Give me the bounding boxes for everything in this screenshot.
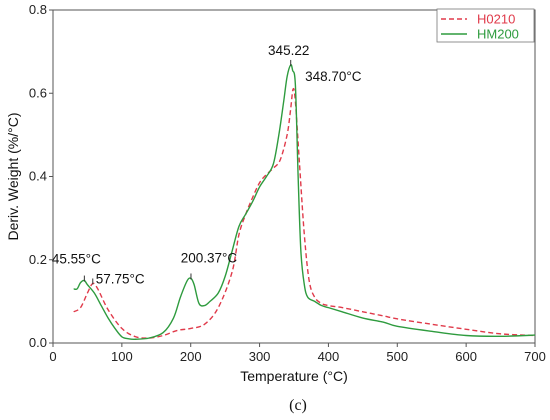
y-axis-title: Deriv. Weight (%/°C) <box>5 113 21 241</box>
x-tick-label: 300 <box>249 349 271 364</box>
series-lines <box>73 64 536 341</box>
peak-label: 345.22 <box>268 43 309 58</box>
y-tick-label: 0.8 <box>29 2 47 17</box>
peak-label: 348.70°C <box>305 69 362 84</box>
series-line-h0210 <box>73 87 536 339</box>
legend-label: H0210 <box>477 12 515 27</box>
x-axis-title: Temperature (°C) <box>240 368 348 384</box>
panel-label: (c) <box>289 397 307 414</box>
peak-label: 200.37°C <box>181 250 238 265</box>
x-tick-label: 200 <box>180 349 202 364</box>
peak-label: 57.75°C <box>96 271 145 286</box>
y-tick-label: 0.6 <box>29 85 47 100</box>
x-tick-label: 0 <box>49 349 56 364</box>
x-tick-label: 500 <box>386 349 408 364</box>
y-tick-label: 0.0 <box>29 335 47 350</box>
legend-label: HM200 <box>477 27 519 42</box>
series-line-hm200 <box>73 64 536 341</box>
peak-annotations: 345.22 348.70°C 45.55°C 57.75°C 200.37°C <box>52 43 362 287</box>
x-tick-label: 700 <box>524 349 546 364</box>
y-tick-label: 0.4 <box>29 169 47 184</box>
x-tick-label: 600 <box>455 349 477 364</box>
legend-box <box>436 8 535 43</box>
x-tick-label: 100 <box>111 349 133 364</box>
x-tick-label: 400 <box>318 349 340 364</box>
y-tick-label: 0.2 <box>29 252 47 267</box>
peak-label: 45.55°C <box>52 252 101 267</box>
axes: 0 100 200 300 400 500 600 700 0.0 0.2 0.4 0.6 0.8 <box>29 2 546 364</box>
plot-frame <box>52 9 536 344</box>
